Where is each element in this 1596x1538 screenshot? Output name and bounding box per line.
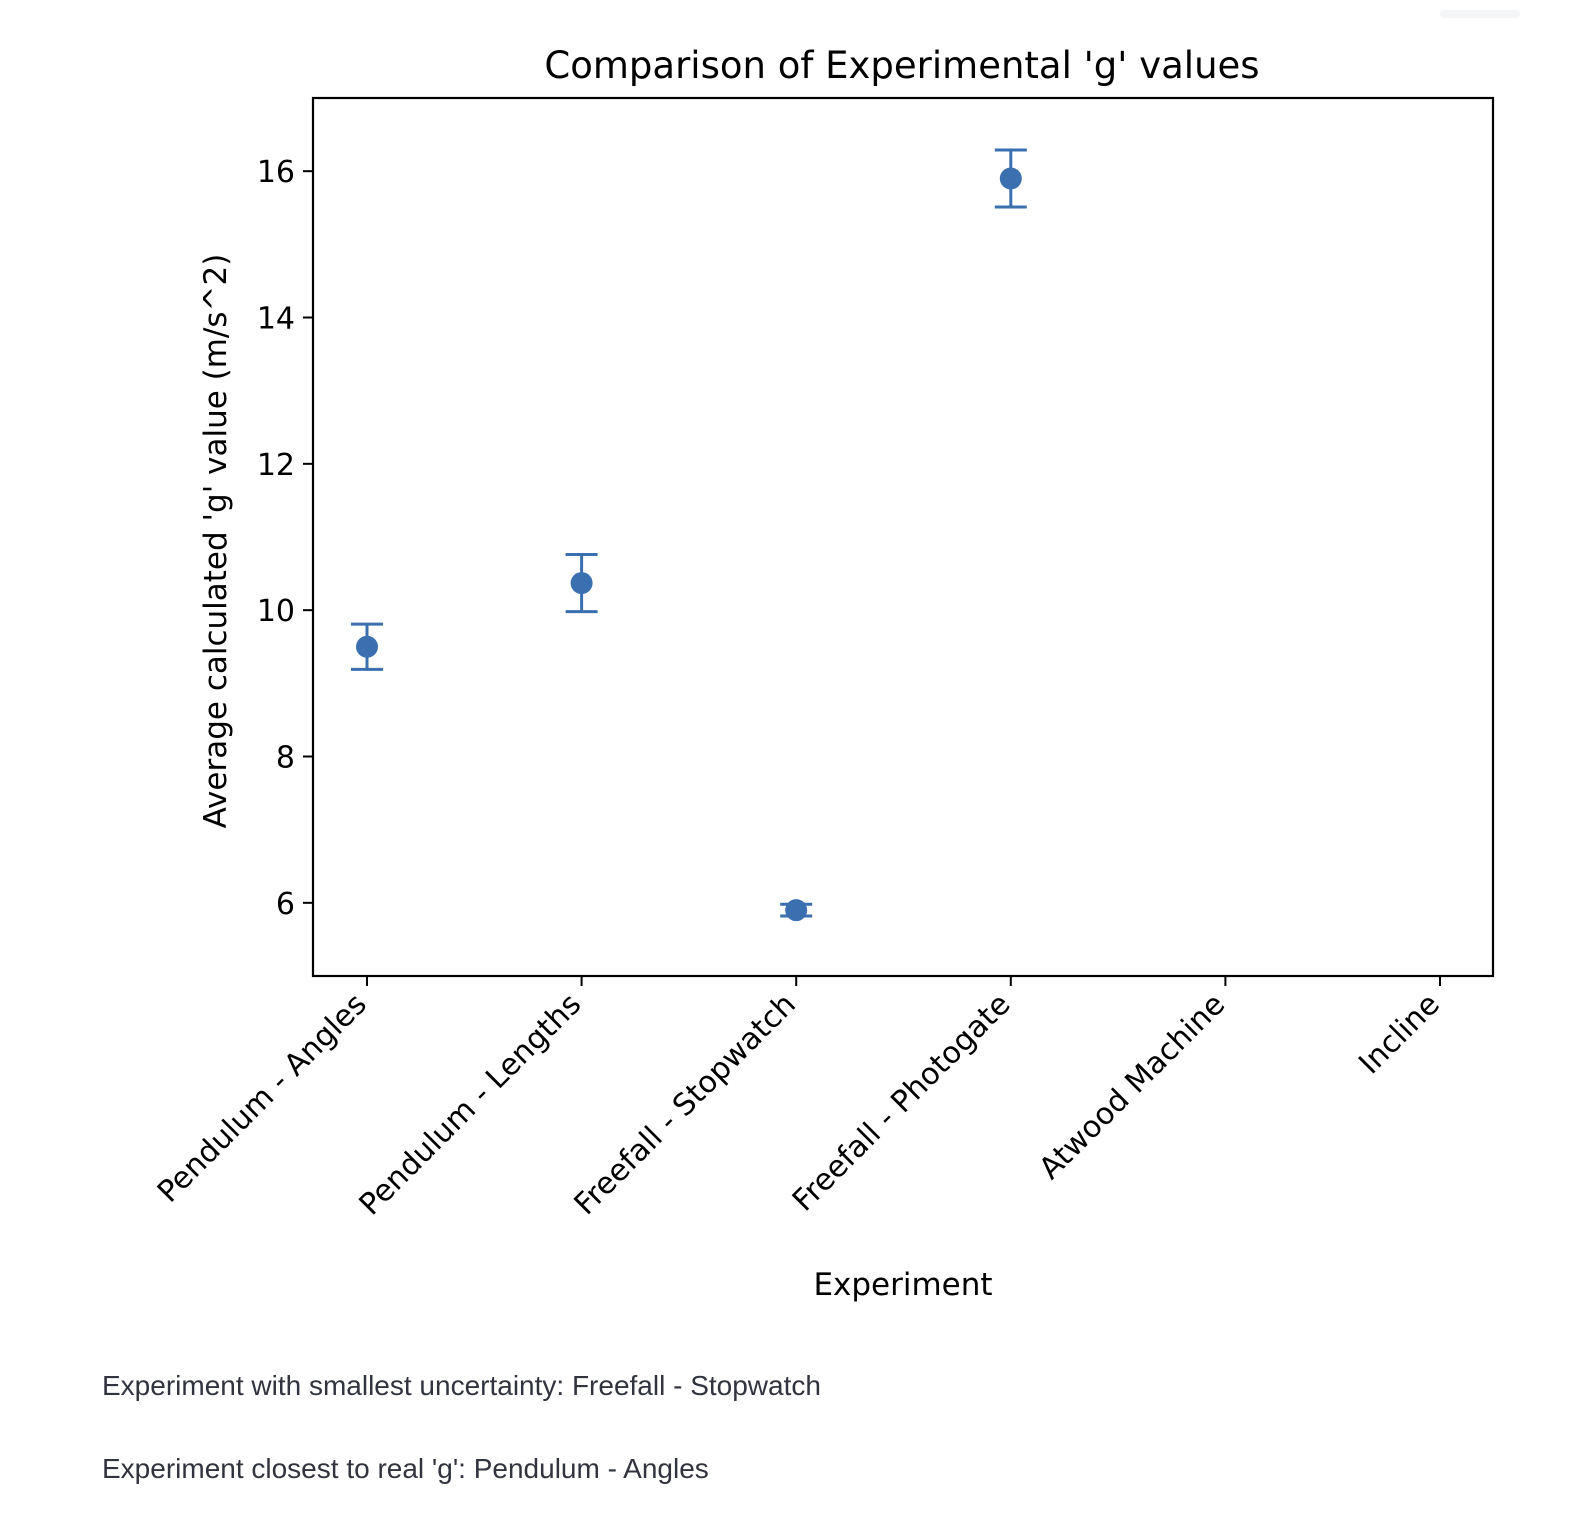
y-tick-label: 8 [276,741,295,776]
data-point [356,635,378,658]
data-point [999,167,1022,190]
y-axis: 6 8 10 12 14 16 [257,155,313,922]
x-tick-label: Freefall - Photogate [786,987,1018,1219]
plot-area-frame [311,96,1495,978]
data-points [351,148,1027,922]
x-tick-label: Pendulum - Angles [151,987,374,1210]
y-axis-label: Average calculated 'g' value (m/s^2) [198,254,234,829]
x-tick-label: Pendulum - Lengths [353,987,589,1223]
x-axis-label: Experiment [813,1267,992,1303]
x-tick-label: Atwood Machine [1033,987,1233,1187]
smallest-uncertainty-note: Experiment with smallest uncertainty: Fr… [102,1370,821,1401]
y-tick-label: 10 [257,594,295,629]
g-comparison-chart: Comparison of Experimental 'g' values 6 8… [151,44,1495,1303]
y-tick-label: 12 [257,448,295,483]
x-tick-label: Incline [1352,987,1446,1081]
chart-title: Comparison of Experimental 'g' values [544,44,1259,87]
y-tick-label: 6 [276,887,295,922]
y-tick-label: 14 [257,302,295,337]
y-tick-label: 16 [257,155,295,190]
closest-to-real-g-note: Experiment closest to real 'g': Pendulum… [102,1453,709,1484]
x-tick-label: Freefall - Stopwatch [568,987,803,1222]
toolbar-shadow [1440,10,1520,18]
data-point [570,572,593,595]
data-point [785,899,808,922]
